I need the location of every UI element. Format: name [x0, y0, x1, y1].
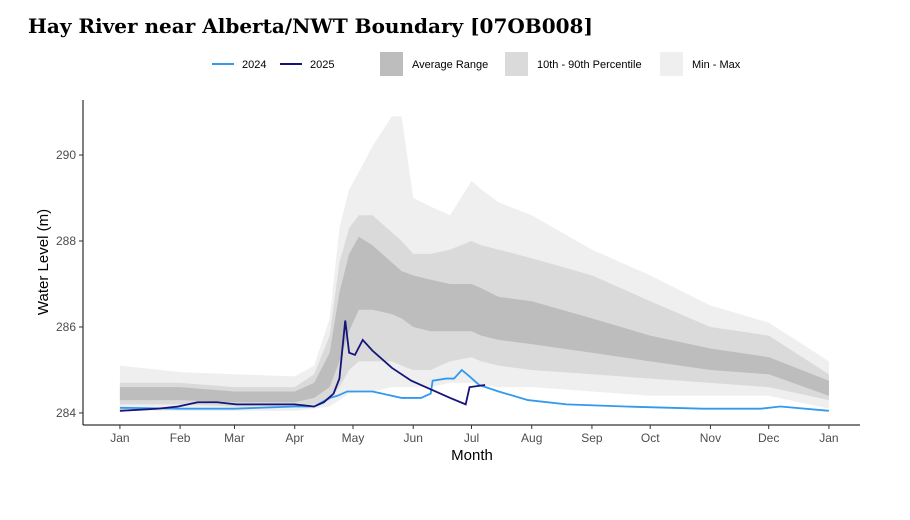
x-tick-label: Mar [224, 431, 245, 445]
legend-label: Average Range [412, 59, 488, 71]
legend-label-2024: 2024 [242, 59, 266, 71]
x-tick-label: Apr [285, 431, 304, 445]
x-tick-label: Aug [521, 431, 542, 445]
legend-key-average-range [380, 52, 403, 76]
x-tick-label: Sep [581, 431, 603, 445]
x-axis-title: Month [451, 447, 493, 464]
x-tick-label: Oct [641, 431, 660, 445]
x-tick-label: Nov [700, 431, 721, 445]
x-tick-label: Jan [819, 431, 838, 445]
legend-key-min-max [660, 52, 683, 76]
y-tick-label: 284 [56, 406, 76, 420]
legend-label-2025: 2025 [310, 59, 334, 71]
x-tick-label: Jan [110, 431, 129, 445]
band-average-range [119, 236, 829, 403]
y-tick-label: 290 [56, 148, 76, 162]
legend-label: Min - Max [692, 59, 741, 71]
series-line-2025 [119, 320, 486, 412]
x-tick-label: May [342, 431, 365, 445]
legend-key-10th-90th-percentile [505, 52, 528, 76]
x-tick-label: Feb [170, 431, 191, 445]
y-tick-label: 286 [56, 320, 76, 334]
y-tick-label: 288 [56, 234, 76, 248]
legend-label: 10th - 90th Percentile [537, 59, 642, 71]
x-tick-label: Jul [464, 431, 479, 445]
x-tick-label: Dec [758, 431, 779, 445]
chart-title: Hay River near Alberta/NWT Boundary [07O… [28, 14, 593, 38]
x-tick-label: Jun [404, 431, 423, 445]
y-axis-title: Water Level (m) [35, 209, 52, 315]
